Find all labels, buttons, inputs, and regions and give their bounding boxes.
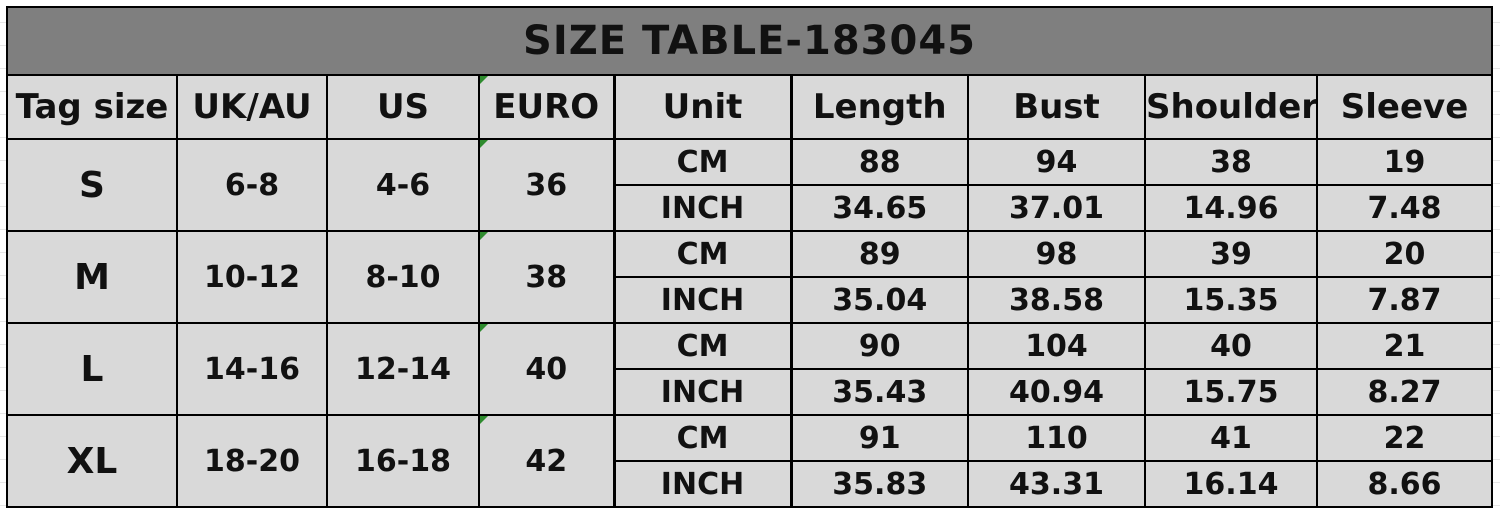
uk-au-cell: 18-20 bbox=[176, 414, 328, 508]
length-cell: 88 bbox=[790, 138, 969, 186]
unit-cell: CM bbox=[612, 322, 793, 370]
unit-cell: CM bbox=[612, 414, 793, 462]
bust-cell: 43.31 bbox=[967, 460, 1146, 508]
cell-comment-marker bbox=[481, 325, 488, 332]
header-tag-size: Tag size bbox=[6, 74, 178, 140]
sleeve-cell: 7.87 bbox=[1315, 276, 1494, 324]
sleeve-cell: 21 bbox=[1315, 322, 1494, 370]
shoulder-cell: 15.75 bbox=[1144, 368, 1318, 416]
tag-size-cell: L bbox=[6, 322, 178, 416]
sleeve-cell: 8.27 bbox=[1315, 368, 1494, 416]
shoulder-cell: 40 bbox=[1144, 322, 1318, 370]
bust-cell: 98 bbox=[967, 230, 1146, 278]
uk-au-cell: 14-16 bbox=[176, 322, 328, 416]
shoulder-cell: 16.14 bbox=[1144, 460, 1318, 508]
unit-cell: INCH bbox=[612, 368, 793, 416]
cell-comment-marker bbox=[481, 141, 488, 148]
shoulder-cell: 39 bbox=[1144, 230, 1318, 278]
cell-comment-marker bbox=[481, 77, 488, 84]
table-row: INCH 34.65 37.01 14.96 7.48 bbox=[7, 184, 1494, 232]
tag-size-cell: M bbox=[6, 230, 178, 324]
shoulder-cell: 38 bbox=[1144, 138, 1318, 186]
bust-cell: 38.58 bbox=[967, 276, 1146, 324]
header-us: US bbox=[326, 74, 480, 140]
us-cell: 16-18 bbox=[326, 414, 480, 508]
size-table: SIZE TABLE-183045 Tag size UK/AU US EURO… bbox=[5, 6, 1494, 508]
euro-value: 42 bbox=[525, 443, 568, 479]
header-shoulder: Shoulder bbox=[1144, 74, 1318, 140]
us-cell: 4-6 bbox=[326, 138, 480, 232]
length-cell: 34.65 bbox=[790, 184, 969, 232]
tag-size-cell: XL bbox=[6, 414, 178, 508]
header-bust: Bust bbox=[967, 74, 1146, 140]
euro-cell: 36 bbox=[478, 138, 615, 232]
euro-cell: 42 bbox=[478, 414, 615, 508]
title-row: SIZE TABLE-183045 bbox=[5, 6, 1494, 76]
tag-size-cell: S bbox=[6, 138, 178, 232]
us-cell: 8-10 bbox=[326, 230, 480, 324]
cell-comment-marker bbox=[481, 233, 488, 240]
header-euro-label: EURO bbox=[493, 87, 600, 127]
bust-cell: 94 bbox=[967, 138, 1146, 186]
length-cell: 35.43 bbox=[790, 368, 969, 416]
unit-cell: INCH bbox=[612, 276, 793, 324]
table-row: M 10-12 8-10 38 CM 89 98 39 20 bbox=[6, 230, 1494, 324]
shoulder-cell: 41 bbox=[1144, 414, 1318, 462]
unit-cell: INCH bbox=[612, 184, 793, 232]
length-cell: 35.04 bbox=[790, 276, 969, 324]
table-row: XL 18-20 16-18 42 CM 91 110 41 22 bbox=[6, 414, 1494, 508]
table-row: INCH 35.43 40.94 15.75 8.27 bbox=[7, 368, 1494, 416]
bust-cell: 104 bbox=[967, 322, 1146, 370]
euro-cell: 38 bbox=[478, 230, 615, 324]
uk-au-cell: 6-8 bbox=[176, 138, 328, 232]
header-sleeve: Sleeve bbox=[1315, 74, 1494, 140]
shoulder-cell: 14.96 bbox=[1144, 184, 1318, 232]
euro-value: 40 bbox=[525, 351, 568, 387]
sleeve-cell: 7.48 bbox=[1315, 184, 1494, 232]
cell-comment-marker bbox=[481, 417, 488, 424]
table-row: INCH 35.83 43.31 16.14 8.66 bbox=[7, 460, 1494, 508]
header-euro: EURO bbox=[478, 74, 615, 140]
bust-cell: 110 bbox=[967, 414, 1146, 462]
bust-cell: 40.94 bbox=[967, 368, 1146, 416]
euro-cell: 40 bbox=[478, 322, 615, 416]
us-cell: 12-14 bbox=[326, 322, 480, 416]
length-cell: 91 bbox=[790, 414, 969, 462]
table-row: L 14-16 12-14 40 CM 90 104 40 21 bbox=[6, 322, 1494, 416]
unit-cell: CM bbox=[612, 138, 793, 186]
table-row: S 6-8 4-6 36 CM 88 94 38 19 bbox=[6, 138, 1494, 232]
euro-value: 38 bbox=[525, 259, 568, 295]
length-cell: 35.83 bbox=[790, 460, 969, 508]
euro-value: 36 bbox=[525, 167, 568, 203]
sleeve-cell: 20 bbox=[1315, 230, 1494, 278]
table-row: INCH 35.04 38.58 15.35 7.87 bbox=[7, 276, 1494, 324]
bust-cell: 37.01 bbox=[967, 184, 1146, 232]
unit-cell: INCH bbox=[612, 460, 793, 508]
header-uk-au: UK/AU bbox=[176, 74, 328, 140]
table-title: SIZE TABLE-183045 bbox=[5, 6, 1494, 76]
header-row: Tag size UK/AU US EURO Unit Length Bust … bbox=[6, 74, 1494, 140]
length-cell: 90 bbox=[790, 322, 969, 370]
shoulder-cell: 15.35 bbox=[1144, 276, 1318, 324]
uk-au-cell: 10-12 bbox=[176, 230, 328, 324]
header-unit: Unit bbox=[612, 74, 793, 140]
length-cell: 89 bbox=[790, 230, 969, 278]
unit-cell: CM bbox=[612, 230, 793, 278]
sleeve-cell: 22 bbox=[1315, 414, 1494, 462]
header-length: Length bbox=[790, 74, 969, 140]
sleeve-cell: 19 bbox=[1315, 138, 1494, 186]
sleeve-cell: 8.66 bbox=[1315, 460, 1494, 508]
